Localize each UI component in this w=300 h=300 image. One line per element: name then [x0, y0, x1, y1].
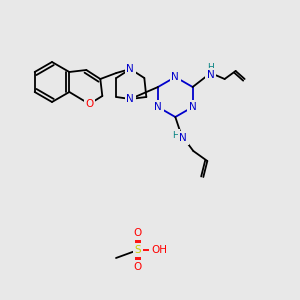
Text: OH: OH — [151, 245, 167, 255]
Text: S: S — [135, 245, 141, 255]
Text: N: N — [207, 70, 214, 80]
Text: O: O — [134, 262, 142, 272]
Text: N: N — [179, 133, 187, 143]
Text: H: H — [172, 130, 179, 140]
Text: N: N — [154, 102, 162, 112]
Text: O: O — [134, 228, 142, 238]
Text: N: N — [126, 64, 134, 74]
Text: N: N — [171, 72, 179, 82]
Text: N: N — [189, 102, 196, 112]
Text: O: O — [85, 99, 93, 109]
Text: N: N — [126, 94, 134, 104]
Text: H: H — [207, 64, 214, 73]
